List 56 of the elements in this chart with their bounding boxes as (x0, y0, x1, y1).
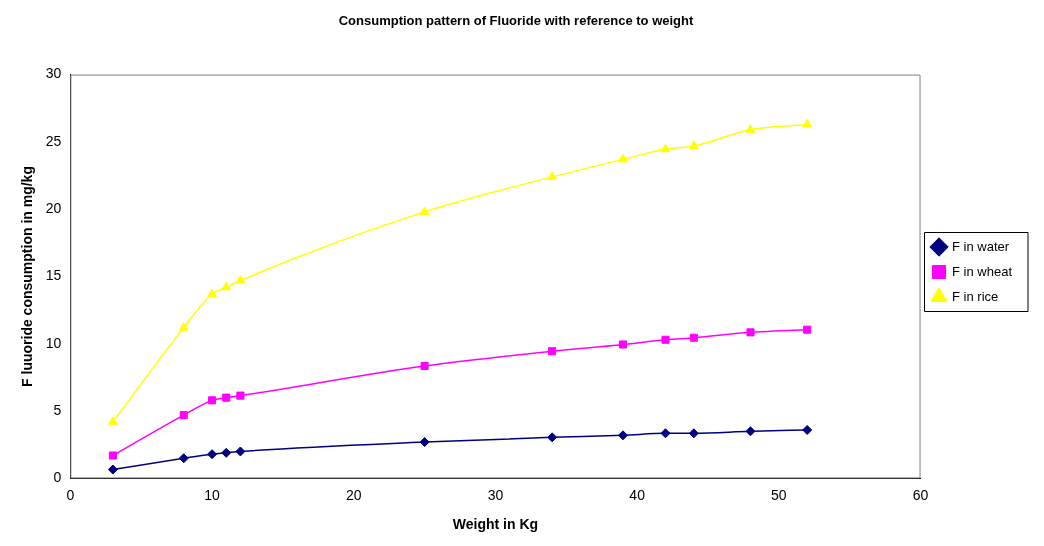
y-axis-title: F luuoride consumption in mg/kg (19, 166, 36, 387)
x-tick-label: 30 (487, 486, 504, 503)
y-tick-label: 25 (45, 132, 62, 149)
point (548, 347, 557, 356)
point (803, 325, 812, 334)
point (108, 416, 118, 425)
y-tick-label: 15 (45, 267, 62, 284)
point (547, 432, 558, 443)
x-tick-label: 50 (771, 486, 787, 503)
point (689, 333, 698, 342)
point (618, 153, 628, 163)
point (235, 275, 246, 284)
point (178, 453, 189, 464)
point (207, 288, 217, 297)
point (660, 143, 671, 153)
point (419, 437, 430, 448)
point (221, 281, 232, 291)
point (108, 451, 117, 460)
x-axis-title: Weight in Kg (452, 516, 539, 533)
x-tick-label: 40 (629, 486, 646, 503)
point (802, 424, 813, 435)
point (617, 430, 628, 441)
point (746, 328, 755, 337)
point (802, 118, 812, 128)
point (745, 124, 756, 133)
x-tick-label: 20 (345, 486, 362, 503)
point (221, 447, 232, 458)
y-tick-label: 5 (53, 401, 62, 418)
point (420, 361, 429, 371)
point (178, 322, 189, 331)
point (222, 393, 231, 402)
point (107, 464, 118, 475)
legend-label: F in water (952, 238, 1010, 254)
legend-label: F in rice (952, 288, 999, 304)
point (179, 411, 188, 420)
point (207, 449, 218, 460)
x-tick-label: 10 (204, 486, 221, 503)
point (547, 171, 557, 180)
y-tick-label: 0 (53, 469, 62, 486)
x-tick-label: 0 (66, 486, 75, 503)
point (419, 206, 430, 215)
y-tick-label: 20 (45, 200, 62, 217)
point (208, 396, 217, 405)
point (688, 428, 699, 439)
point (745, 426, 756, 437)
chart-title: Consumption pattern of Fluoride with reference to weight (338, 13, 694, 29)
point (618, 340, 628, 349)
point (688, 140, 699, 149)
point (660, 428, 671, 439)
point (236, 391, 245, 400)
y-tick-label: 30 (45, 65, 62, 82)
point (235, 446, 246, 457)
x-tick-label: 60 (912, 486, 929, 503)
point (661, 335, 670, 344)
legend-label: F in wheat (952, 263, 1013, 279)
y-tick-label: 10 (45, 334, 62, 351)
